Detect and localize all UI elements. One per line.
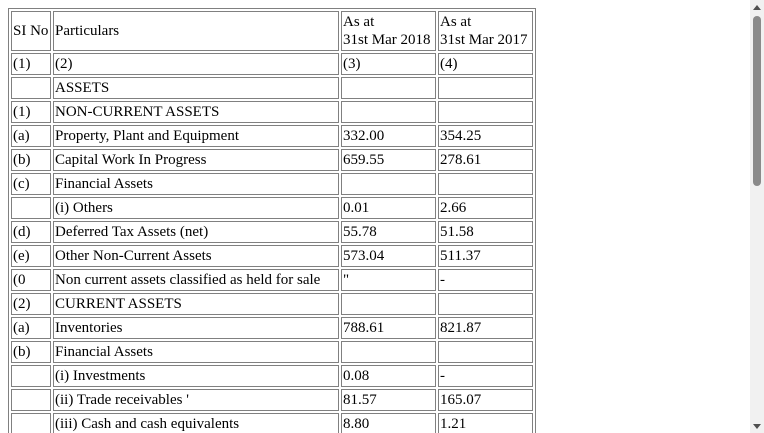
cell-2018: (3) xyxy=(341,53,436,75)
header-particulars: Particulars xyxy=(53,11,339,51)
cell-sl xyxy=(11,413,51,433)
cell-particulars: (i) Investments xyxy=(53,365,339,387)
cell-particulars: Deferred Tax Assets (net) xyxy=(53,221,339,243)
header-2018-line1: As at xyxy=(343,14,375,30)
cell-sl: (a) xyxy=(11,317,51,339)
cell-particulars: Inventories xyxy=(53,317,339,339)
cell-2018 xyxy=(341,173,436,195)
cell-2018: 332.00 xyxy=(341,125,436,147)
cell-sl xyxy=(11,365,51,387)
table-row: (c) Financial Assets xyxy=(11,173,533,195)
header-2018-line2: 31st Mar 2018 xyxy=(343,32,431,48)
cell-2017: 821.87 xyxy=(438,317,533,339)
cell-2017 xyxy=(438,77,533,99)
scroll-down-arrow-icon[interactable] xyxy=(750,419,764,433)
table-row: (e) Other Non-Current Assets 573.04 511.37 xyxy=(11,245,533,267)
cell-2017 xyxy=(438,293,533,315)
cell-sl: (b) xyxy=(11,341,51,363)
cell-particulars: ASSETS xyxy=(53,77,339,99)
cell-particulars: Non current assets classified as held fo… xyxy=(53,269,339,291)
header-2017-line2: 31st Mar 2017 xyxy=(440,32,528,48)
cell-sl: (a) xyxy=(11,125,51,147)
cell-sl: (e) xyxy=(11,245,51,267)
cell-particulars: Financial Assets xyxy=(53,341,339,363)
cell-2017: - xyxy=(438,269,533,291)
cell-particulars: (i) Others xyxy=(53,197,339,219)
table-row: (ii) Trade receivables ' 81.57 165.07 xyxy=(11,389,533,411)
table-row: (i) Investments 0.08- xyxy=(11,365,533,387)
header-2018: As at 31st Mar 2018 xyxy=(341,11,436,51)
cell-sl: (c) xyxy=(11,173,51,195)
balance-sheet-document: SI No Particulars As at 31st Mar 2018 As … xyxy=(8,8,536,433)
table-row: (0 Non current assets classified as held … xyxy=(11,269,533,291)
cell-particulars: CURRENT ASSETS xyxy=(53,293,339,315)
cell-sl xyxy=(11,197,51,219)
cell-sl: (1) xyxy=(11,101,51,123)
cell-2018: 81.57 xyxy=(341,389,436,411)
cell-particulars: Financial Assets xyxy=(53,173,339,195)
cell-sl xyxy=(11,389,51,411)
table-row: (i) Others 0.01 2.66 xyxy=(11,197,533,219)
cell-particulars: (iii) Cash and cash equivalents xyxy=(53,413,339,433)
header-row: SI No Particulars As at 31st Mar 2018 As … xyxy=(11,11,533,51)
table-row: (2) CURRENT ASSETS xyxy=(11,293,533,315)
cell-2018: 659.55 xyxy=(341,149,436,171)
header-2017-line1: As at xyxy=(440,14,472,30)
table-row: (a) Inventories 788.61 821.87 xyxy=(11,317,533,339)
scrollbar-thumb[interactable] xyxy=(753,16,761,186)
cell-sl: (1) xyxy=(11,53,51,75)
cell-particulars: (2) xyxy=(53,53,339,75)
table-row: (iii) Cash and cash equivalents 8.80 1.21 xyxy=(11,413,533,433)
cell-2017: (4) xyxy=(438,53,533,75)
cell-2017: 1.21 xyxy=(438,413,533,433)
cell-2018: 573.04 xyxy=(341,245,436,267)
table-row: (d) Deferred Tax Assets (net) 55.78 51.58 xyxy=(11,221,533,243)
cell-2018: 55.78 xyxy=(341,221,436,243)
table-row: (a) Property, Plant and Equipment 332.00 35… xyxy=(11,125,533,147)
cell-particulars: Property, Plant and Equipment xyxy=(53,125,339,147)
cell-2017: 51.58 xyxy=(438,221,533,243)
cell-particulars: NON-CURRENT ASSETS xyxy=(53,101,339,123)
cell-2018: 8.80 xyxy=(341,413,436,433)
cell-sl: (d) xyxy=(11,221,51,243)
cell-2018 xyxy=(341,101,436,123)
cell-sl: (0 xyxy=(11,269,51,291)
cell-2017: 165.07 xyxy=(438,389,533,411)
cell-sl: (b) xyxy=(11,149,51,171)
cell-2017 xyxy=(438,173,533,195)
vertical-scrollbar[interactable] xyxy=(750,0,764,433)
cell-2018: 0.01 xyxy=(341,197,436,219)
header-sl-no: SI No xyxy=(11,11,51,51)
balance-sheet-table: SI No Particulars As at 31st Mar 2018 As … xyxy=(8,8,536,433)
cell-particulars: Other Non-Current Assets xyxy=(53,245,339,267)
cell-2018 xyxy=(341,293,436,315)
cell-2018 xyxy=(341,77,436,99)
cell-2017: 511.37 xyxy=(438,245,533,267)
cell-2017 xyxy=(438,341,533,363)
cell-particulars: (ii) Trade receivables ' xyxy=(53,389,339,411)
scroll-up-arrow-icon[interactable] xyxy=(750,0,764,14)
cell-2018 xyxy=(341,341,436,363)
cell-particulars: Capital Work In Progress xyxy=(53,149,339,171)
cell-sl: (2) xyxy=(11,293,51,315)
cell-2017: - xyxy=(438,365,533,387)
cell-2017: 278.61 xyxy=(438,149,533,171)
cell-sl xyxy=(11,77,51,99)
cell-2018: 788.61 xyxy=(341,317,436,339)
table-row: ASSETS xyxy=(11,77,533,99)
cell-2017: 2.66 xyxy=(438,197,533,219)
table-row: (1) (2) (3) (4) xyxy=(11,53,533,75)
table-row: (b) Financial Assets xyxy=(11,341,533,363)
cell-2018: 0.08 xyxy=(341,365,436,387)
table-row: (1) NON-CURRENT ASSETS xyxy=(11,101,533,123)
header-2017: As at 31st Mar 2017 xyxy=(438,11,533,51)
cell-2018: " xyxy=(341,269,436,291)
cell-2017 xyxy=(438,101,533,123)
table-row: (b) Capital Work In Progress 659.55 278.61 xyxy=(11,149,533,171)
cell-2017: 354.25 xyxy=(438,125,533,147)
